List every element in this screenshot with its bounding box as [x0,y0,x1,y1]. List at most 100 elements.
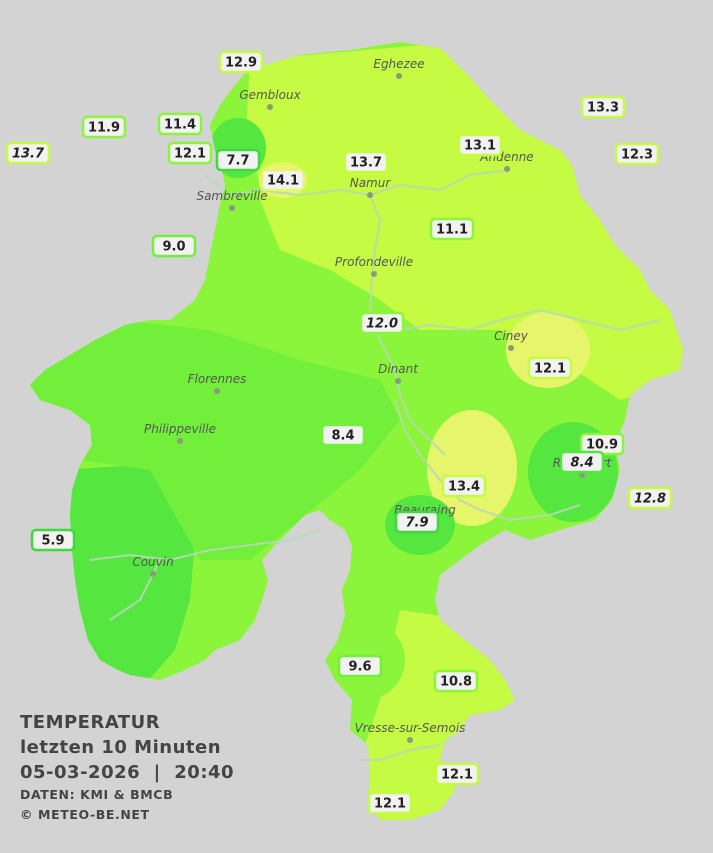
map-legend: TEMPERATUR letzten 10 Minuten 05-03-2026… [20,710,234,825]
town-marker [214,388,220,394]
town-marker [177,438,183,444]
station-box [81,115,127,139]
town-marker [396,73,402,79]
station-box [218,50,264,74]
town-marker [267,104,273,110]
station-value: 9.6 [348,660,371,675]
station-box [429,217,475,241]
station-value: 11.4 [164,118,196,133]
station-box [434,762,480,786]
town-marker [579,472,585,478]
station-box [580,95,626,119]
station-reading: 11.4 [157,112,203,136]
station-reading: 9.0 [151,234,197,258]
town-label: Ciney [494,329,529,343]
station-box [343,150,389,174]
town-label: Namur [350,176,392,190]
legend-subtitle: letzten 10 Minuten [20,737,222,758]
station-reading: 7.9 [394,510,440,534]
station-box [359,311,405,335]
station-box [151,234,197,258]
station-box [260,168,306,192]
station-box [527,356,573,380]
legend-source: DATEN: KMI & BMCB [20,787,174,802]
town-labels: EghezeeGemblouxAndenneNamurSambrevillePr… [132,57,613,743]
station-box [627,486,673,510]
station-reading: 12.1 [527,356,573,380]
station-reading: 11.1 [429,217,475,241]
station-box [157,112,203,136]
station-reading: 10.8 [433,669,479,693]
station-reading: 13.3 [580,95,626,119]
station-reading: 12.3 [614,142,660,166]
station-value: 13.4 [448,480,480,495]
station-reading: 12.0 [359,311,405,335]
town-label: Dinant [378,362,419,376]
station-value: 10.9 [586,438,618,453]
station-reading: 13.7 [343,150,389,174]
station-value: 5.9 [41,534,64,549]
legend-title: TEMPERATUR [20,712,161,733]
station-value: 9.0 [162,240,185,255]
town-label: Eghezee [373,57,424,71]
station-box [394,510,440,534]
town-label: Couvin [132,555,173,569]
station-box [167,141,213,165]
station-value: 13.1 [464,139,496,154]
station-box [367,791,413,815]
station-value: 13.7 [12,147,45,162]
station-value: 12.3 [621,148,653,163]
town-marker [504,166,510,172]
station-value: 12.1 [174,147,206,162]
town-label: Philippeville [144,422,216,436]
station-value: 13.7 [350,156,382,171]
town-marker [371,271,377,277]
station-readings: 12.9 13.3 11.9 11.4 13.7 12.1 7.7 13.1 12.3 14.1 1… [5,50,673,815]
station-box [441,474,487,498]
station-reading: 11.9 [81,115,127,139]
town-label: Profondeville [335,255,413,269]
legend-copyright: © METEO-BE.NET [20,807,150,822]
station-value: 11.9 [88,121,120,136]
station-value: 12.1 [441,768,473,783]
station-reading: 8.4 [559,450,605,474]
station-reading: 13.7 [5,141,51,165]
town-label: Florennes [188,372,247,386]
station-box [215,148,261,172]
station-value: 12.1 [374,797,406,812]
station-reading: 7.7 [215,148,261,172]
station-value: 12.0 [366,317,398,332]
station-box [337,654,383,678]
station-reading: 9.6 [337,654,383,678]
station-reading: 12.1 [367,791,413,815]
station-value: 10.8 [440,675,472,690]
station-reading: 14.1 [260,168,306,192]
town-marker [395,378,401,384]
station-value: 8.4 [331,429,354,444]
station-box [30,528,76,552]
station-reading: 12.9 [218,50,264,74]
station-box [559,450,605,474]
town-marker [150,571,156,577]
station-value: 12.1 [534,362,566,377]
station-value: 7.9 [405,516,428,531]
station-reading: 10.9 [579,432,625,456]
town-marker [508,345,514,351]
station-reading: 5.9 [30,528,76,552]
town-marker [229,205,235,211]
station-box [457,133,503,157]
town-marker [407,737,413,743]
station-reading: 13.4 [441,474,487,498]
station-reading: 12.1 [167,141,213,165]
station-value: 11.1 [436,223,468,238]
town-label: Sambreville [196,189,267,203]
rivers [89,169,661,761]
station-value: 8.4 [570,456,593,471]
town-marker [367,192,373,198]
station-reading: 8.4 [320,423,366,447]
town-label: Gembloux [239,88,301,102]
station-reading: 12.8 [627,486,673,510]
station-reading: 12.1 [434,762,480,786]
station-value: 12.9 [225,56,257,71]
